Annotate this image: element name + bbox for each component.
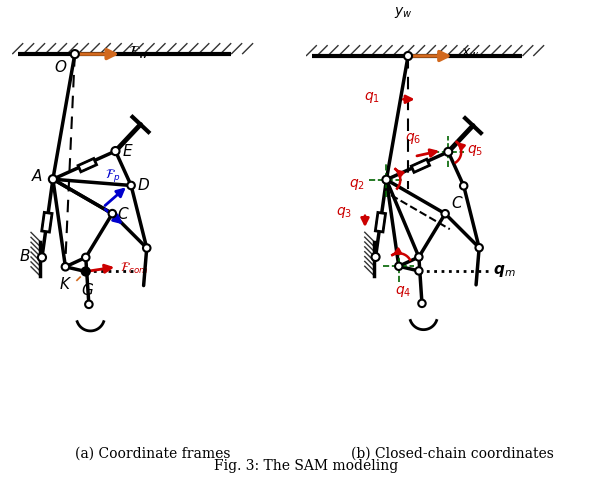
Circle shape [382,175,390,184]
Text: Fig. 3: The SAM modeling: Fig. 3: The SAM modeling [214,459,398,473]
Text: $G$: $G$ [81,282,94,297]
Polygon shape [375,213,386,232]
Circle shape [143,244,151,252]
Text: (b) Closed-chain coordinates: (b) Closed-chain coordinates [351,447,554,461]
Text: $\mathcal{F}_w$: $\mathcal{F}_w$ [128,44,149,61]
Circle shape [371,253,379,261]
Circle shape [415,267,422,275]
Text: $\boldsymbol{q}_m$: $\boldsymbol{q}_m$ [493,263,516,279]
Text: $q_6$: $q_6$ [405,130,421,146]
Circle shape [395,262,403,270]
Text: $q_3$: $q_3$ [337,206,353,220]
Circle shape [404,52,412,60]
Text: $x_w$: $x_w$ [461,46,479,61]
Circle shape [418,300,426,307]
Circle shape [81,267,90,275]
Circle shape [441,210,449,217]
Text: $y_w$: $y_w$ [394,5,412,21]
Text: $O$: $O$ [54,59,67,75]
Text: $C$: $C$ [117,206,130,222]
Text: $K$: $K$ [59,276,72,292]
Circle shape [460,182,468,190]
Text: (a) Coordinate frames: (a) Coordinate frames [75,447,231,461]
Polygon shape [411,159,430,173]
Text: $\mathcal{F}_{com}$: $\mathcal{F}_{com}$ [120,261,149,276]
Circle shape [85,301,92,308]
Text: $q_5$: $q_5$ [467,143,483,158]
Text: $q_1$: $q_1$ [364,90,381,105]
Text: $A$: $A$ [31,168,43,184]
Polygon shape [42,212,52,232]
Circle shape [111,147,119,155]
Polygon shape [78,159,97,172]
Circle shape [38,253,46,261]
Text: $q_2$: $q_2$ [349,177,365,192]
Circle shape [49,175,57,183]
Circle shape [82,254,89,261]
Text: $C$: $C$ [451,195,464,211]
Circle shape [476,244,483,251]
Text: $B$: $B$ [20,248,31,264]
Circle shape [62,263,69,271]
Circle shape [71,50,79,58]
Text: $E$: $E$ [122,143,133,159]
Text: $q_4$: $q_4$ [395,284,412,299]
Circle shape [444,148,452,156]
Text: $D$: $D$ [137,177,151,194]
Circle shape [127,182,135,189]
Circle shape [415,253,422,261]
Circle shape [108,210,116,217]
Text: $\mathcal{F}_p$: $\mathcal{F}_p$ [105,167,120,184]
